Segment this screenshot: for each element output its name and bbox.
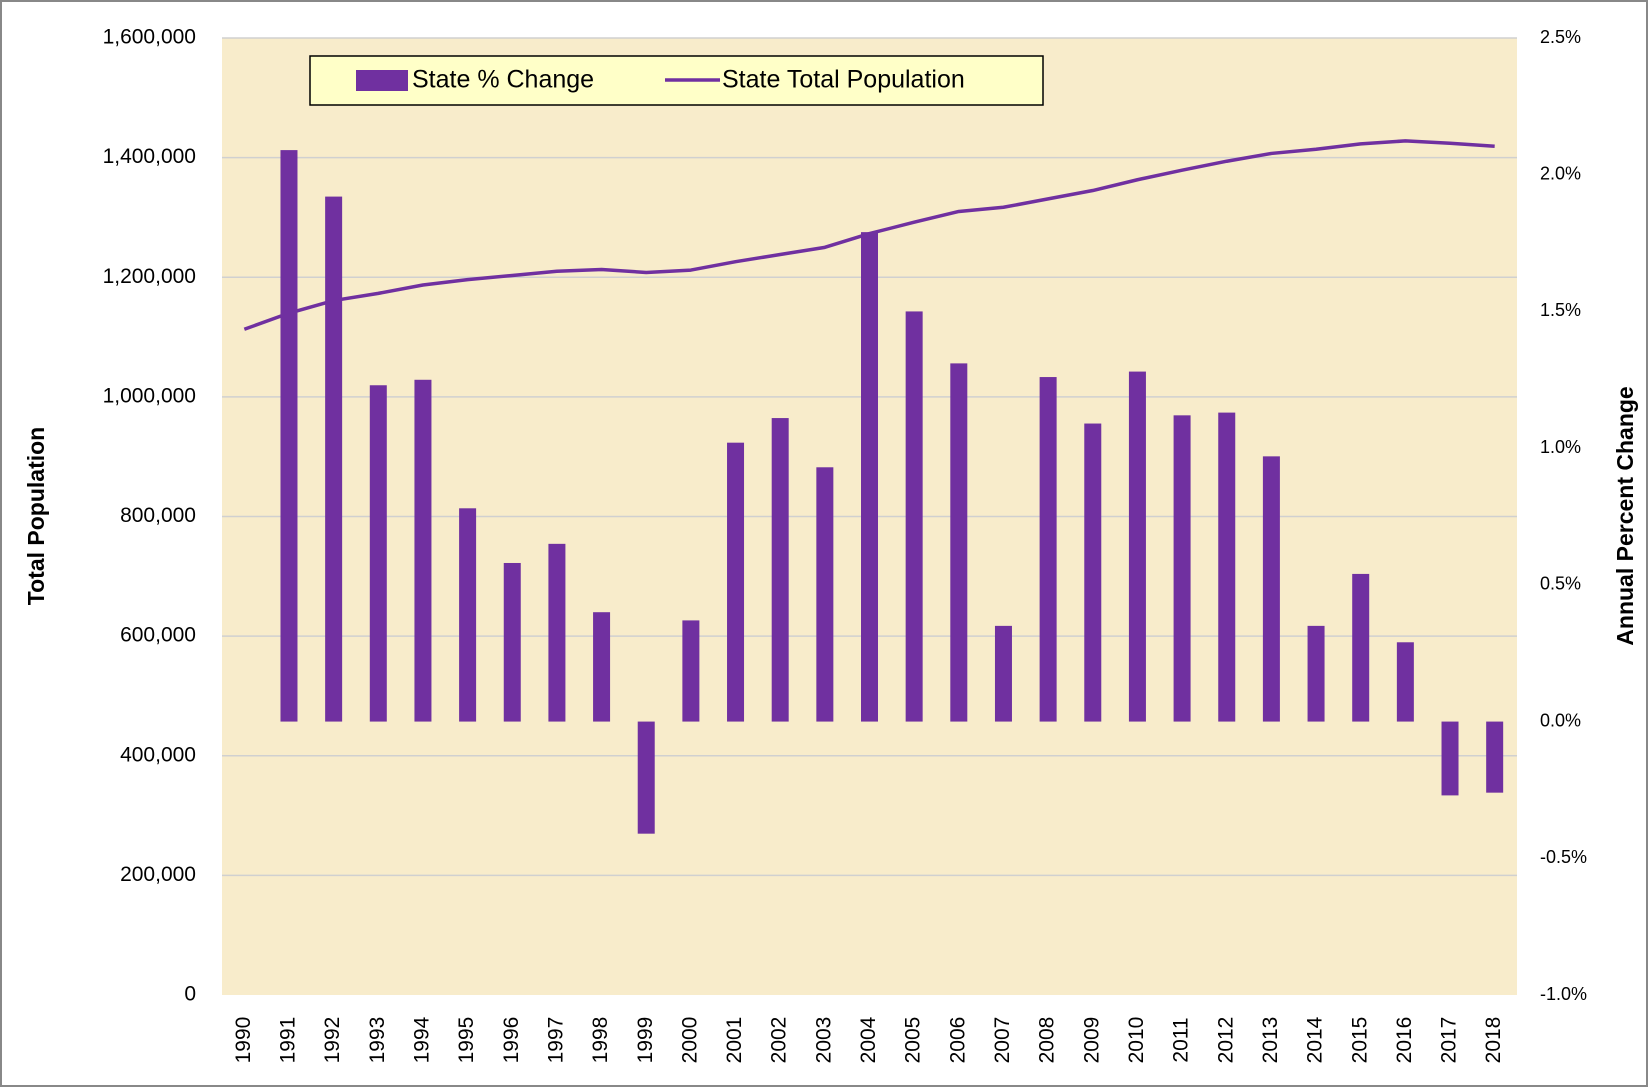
legend-label: State % Change bbox=[412, 66, 594, 94]
x-tick-label: 1990 bbox=[232, 1017, 255, 1064]
bar bbox=[593, 612, 611, 722]
x-tick-label: 1991 bbox=[277, 1017, 300, 1064]
bar bbox=[548, 543, 566, 722]
y-tick-label: 600,000 bbox=[120, 624, 196, 647]
bar bbox=[369, 385, 387, 722]
bar bbox=[280, 150, 298, 722]
bar bbox=[414, 379, 432, 722]
y2-tick-label: 2.0% bbox=[1540, 163, 1581, 183]
y2-tick-label: 1.0% bbox=[1540, 437, 1581, 457]
x-tick-label: 2008 bbox=[1036, 1017, 1059, 1064]
y-tick-label: 400,000 bbox=[120, 743, 196, 766]
x-tick-label: 2003 bbox=[812, 1017, 835, 1064]
x-tick-label: 2007 bbox=[991, 1017, 1014, 1064]
x-tick-label: 1999 bbox=[634, 1017, 657, 1064]
bar bbox=[1352, 573, 1370, 722]
x-tick-label: 2013 bbox=[1259, 1017, 1282, 1064]
bar bbox=[1307, 625, 1325, 722]
x-tick-label: 1993 bbox=[366, 1017, 389, 1064]
y-tick-label: 1,200,000 bbox=[103, 265, 196, 288]
bar bbox=[1173, 415, 1191, 722]
bar bbox=[682, 620, 700, 722]
y-tick-label: 1,600,000 bbox=[103, 26, 196, 49]
bar bbox=[637, 721, 655, 834]
y2-tick-label: 0.0% bbox=[1540, 710, 1581, 730]
y-tick-label: 1,400,000 bbox=[103, 145, 196, 168]
bar bbox=[1441, 721, 1459, 796]
x-tick-label: 1992 bbox=[321, 1017, 344, 1064]
bar bbox=[1128, 371, 1146, 722]
bar bbox=[1039, 377, 1057, 722]
x-tick-label: 1994 bbox=[410, 1016, 433, 1063]
bar bbox=[816, 467, 834, 722]
x-tick-label: 2016 bbox=[1393, 1017, 1416, 1064]
y2-tick-label: -1.0% bbox=[1540, 984, 1587, 1004]
bar bbox=[1262, 456, 1280, 722]
bar bbox=[459, 508, 477, 722]
x-tick-label: 2001 bbox=[723, 1017, 746, 1064]
x-tick-label: 2015 bbox=[1348, 1017, 1371, 1064]
bar bbox=[994, 625, 1012, 722]
bar bbox=[905, 311, 923, 722]
bar bbox=[861, 232, 878, 722]
x-tick-label: 1995 bbox=[455, 1017, 478, 1064]
y-axis-title: Total Population bbox=[23, 427, 49, 605]
y2-tick-label: 1.5% bbox=[1540, 300, 1581, 320]
legend-label: State Total Population bbox=[722, 66, 965, 94]
bar bbox=[325, 196, 343, 722]
bar bbox=[1396, 642, 1414, 722]
x-tick-label: 2009 bbox=[1080, 1017, 1103, 1064]
y2-axis-title: Annual Percent Change bbox=[1612, 386, 1638, 645]
x-tick-label: 2005 bbox=[902, 1017, 925, 1064]
x-tick-label: 1998 bbox=[589, 1017, 612, 1064]
bar bbox=[771, 418, 789, 722]
y-tick-label: 0 bbox=[184, 983, 196, 1006]
y2-tick-label: -0.5% bbox=[1540, 847, 1587, 867]
bar bbox=[727, 442, 745, 722]
line bbox=[243, 139, 1495, 331]
bar bbox=[1486, 721, 1504, 793]
x-tick-label: 2002 bbox=[768, 1017, 791, 1064]
y-tick-label: 200,000 bbox=[120, 863, 196, 886]
y2-tick-label: 2.5% bbox=[1540, 27, 1581, 47]
x-tick-label: 2010 bbox=[1125, 1017, 1148, 1064]
x-tick-label: 2012 bbox=[1214, 1017, 1237, 1064]
x-tick-label: 1996 bbox=[500, 1017, 523, 1064]
x-tick-label: 2000 bbox=[678, 1017, 701, 1064]
bar bbox=[950, 363, 968, 722]
x-tick-label: 2014 bbox=[1304, 1016, 1327, 1063]
y2-tick-label: 0.5% bbox=[1540, 574, 1581, 594]
bar bbox=[1084, 423, 1102, 722]
x-tick-label: 2017 bbox=[1438, 1017, 1461, 1064]
x-tick-label: 2011 bbox=[1170, 1017, 1193, 1062]
y-tick-label: 1,000,000 bbox=[103, 384, 196, 407]
bar bbox=[1218, 412, 1236, 722]
y-tick-label: 800,000 bbox=[120, 504, 196, 527]
bar bbox=[503, 562, 521, 722]
x-tick-label: 1997 bbox=[544, 1017, 567, 1064]
x-tick-label: 2006 bbox=[946, 1017, 969, 1064]
legend-swatch bbox=[356, 70, 408, 91]
x-tick-label: 2018 bbox=[1482, 1017, 1505, 1064]
x-tick-label: 2004 bbox=[857, 1016, 880, 1063]
